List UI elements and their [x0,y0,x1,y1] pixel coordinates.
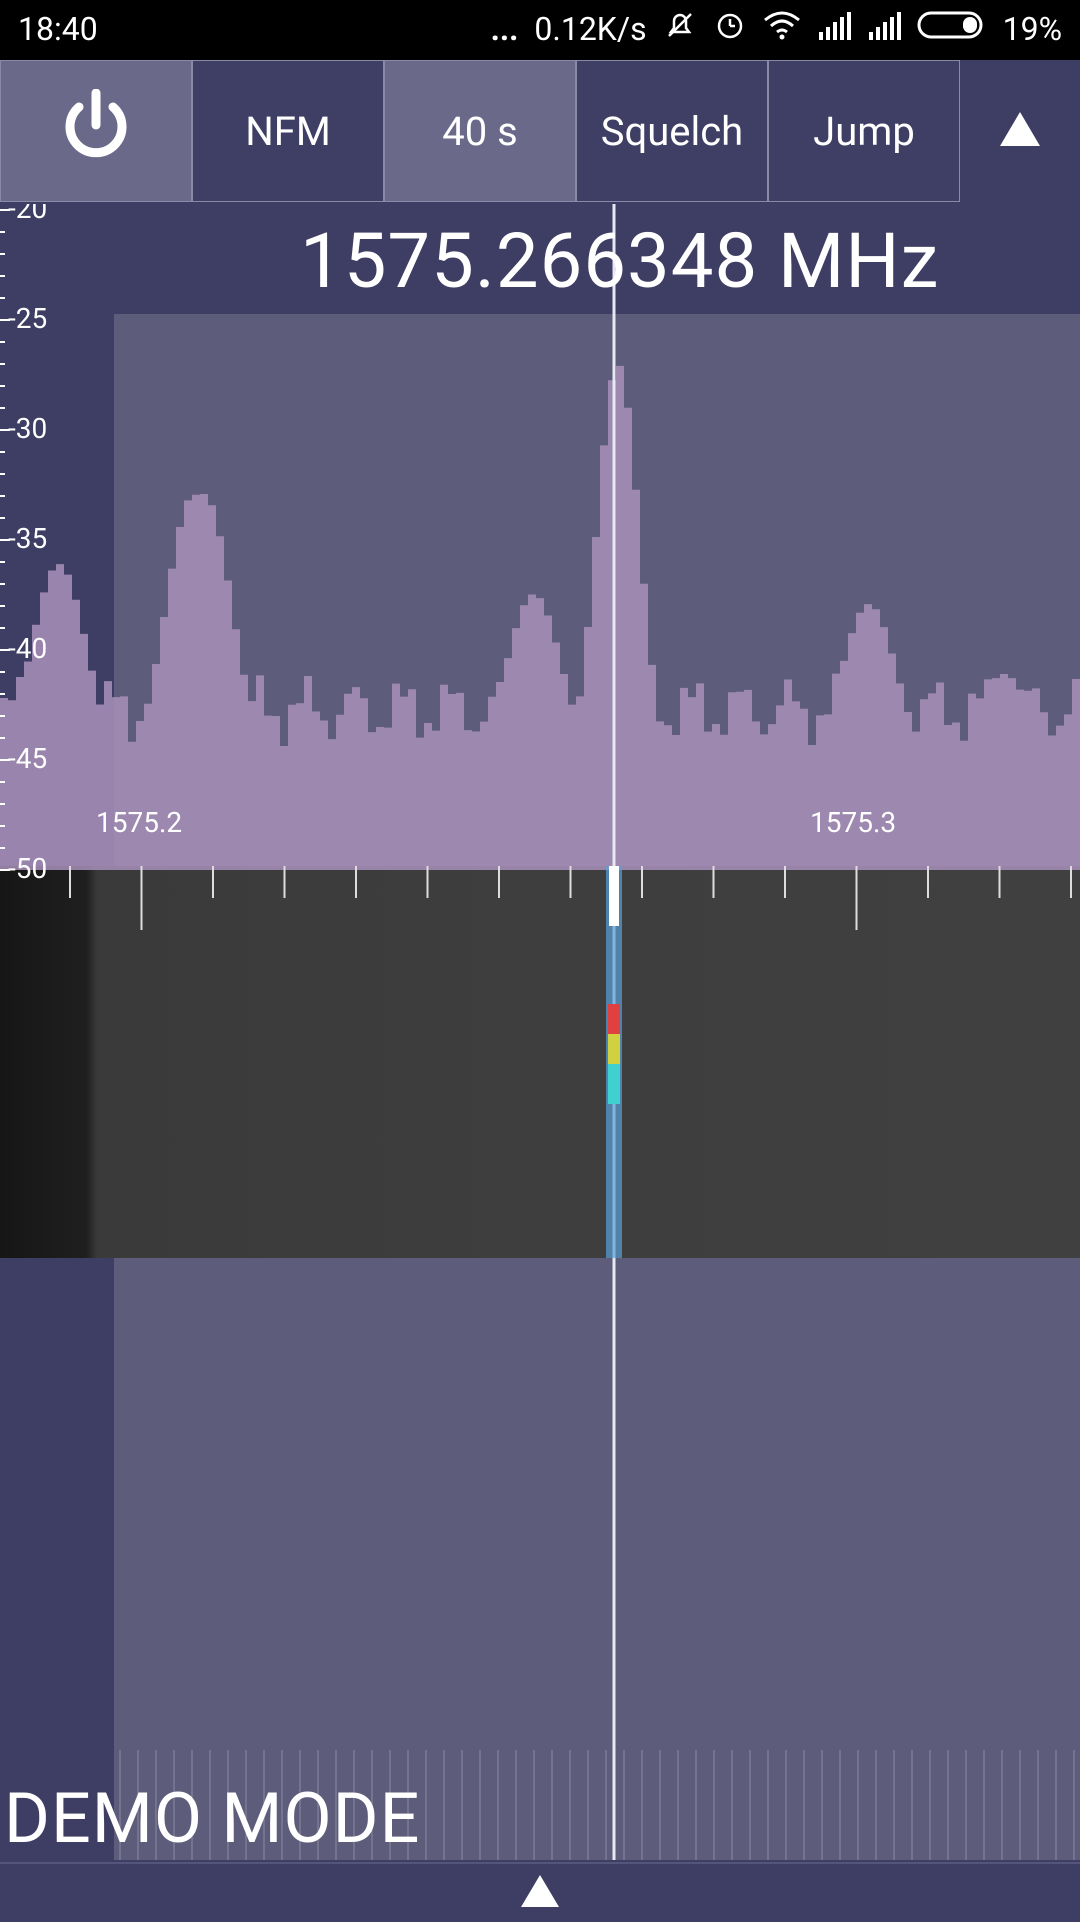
collapse-toolbar-button[interactable] [960,60,1080,202]
db-label: -25 [8,302,48,335]
db-label: -50 [8,852,48,885]
freq-label: 1575.3 [810,806,897,839]
jump-button[interactable]: Jump [768,60,960,202]
power-button[interactable] [0,60,192,202]
time-button[interactable]: 40 s [384,60,576,202]
mute-bell-icon [663,8,697,50]
signal-icon-2 [867,10,901,48]
network-speed: 0.12K/s [534,10,647,48]
battery-percent: 19% [1002,10,1062,48]
db-label: -40 [8,632,48,665]
more-notifications-icon: ... [490,10,519,48]
wifi-icon [763,10,801,48]
demo-mode-label: DEMO MODE [4,1778,421,1860]
center-frequency[interactable]: 1575.266348 MHz [300,216,940,306]
status-right: ... 0.12K/s 19% [491,8,1062,50]
freq-label: 1575.2 [96,806,183,839]
status-bar: 18:40 ... 0.12K/s 19% [0,0,1080,60]
waterfall[interactable] [0,866,1080,1258]
signal-icon [817,10,851,48]
squelch-button[interactable]: Squelch [576,60,768,202]
spectrum-graphics [0,204,1080,1860]
bottom-bar[interactable] [0,1862,1080,1922]
spectrum-trace [0,365,1080,870]
status-time: 18:40 [18,10,98,48]
db-label: -30 [8,412,48,445]
triangle-up-icon[interactable] [519,1873,561,1913]
power-icon [61,88,131,173]
battery-icon [917,10,987,48]
triangle-up-icon [998,110,1042,152]
demod-mode-button[interactable]: NFM [192,60,384,202]
alarm-icon [713,8,747,50]
db-label: -45 [8,742,48,775]
db-label: -35 [8,522,48,555]
